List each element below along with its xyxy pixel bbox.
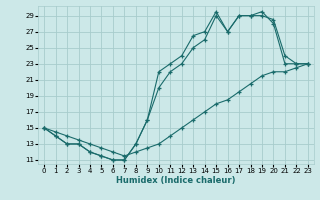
X-axis label: Humidex (Indice chaleur): Humidex (Indice chaleur) xyxy=(116,176,236,185)
